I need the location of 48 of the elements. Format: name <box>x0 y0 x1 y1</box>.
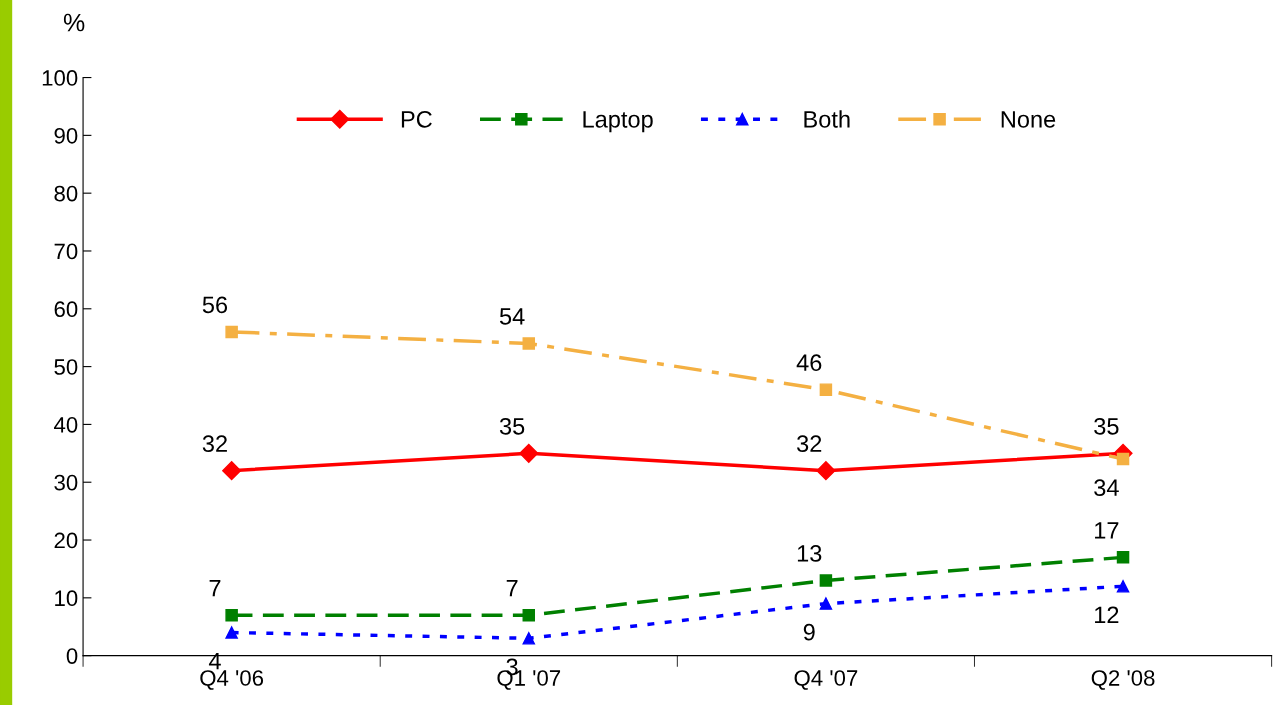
y-tick-label: 10 <box>55 590 78 607</box>
point <box>819 574 833 587</box>
point <box>1116 551 1130 564</box>
point <box>225 608 238 622</box>
data-label: 32 <box>202 435 227 452</box>
data-label: 56 <box>202 296 228 314</box>
point <box>1116 452 1130 466</box>
point <box>222 461 242 481</box>
point <box>522 337 536 350</box>
data-label: 9 <box>803 623 815 641</box>
data-label: 54 <box>499 308 525 325</box>
x-tick-label: Q2 '08 <box>1091 670 1155 690</box>
point <box>519 443 539 463</box>
data-label: 35 <box>499 417 525 435</box>
data-label: 46 <box>796 354 822 372</box>
y-tick-label: 40 <box>54 416 78 433</box>
data-label: 7 <box>506 580 518 597</box>
y-tick-label: 80 <box>54 185 78 202</box>
data-label: 12 <box>1095 606 1119 623</box>
x-tick-label: Q4 '07 <box>794 670 858 690</box>
point <box>819 597 833 610</box>
point <box>522 608 536 622</box>
data-label: 34 <box>1094 479 1119 496</box>
y-tick-label: 100 <box>42 70 78 86</box>
legend-label: Laptop <box>583 111 653 133</box>
point <box>1116 580 1130 593</box>
data-label: 35 <box>1094 417 1119 435</box>
y-tick-label: 70 <box>54 243 78 260</box>
y-tick-label: 0 <box>66 648 78 664</box>
point <box>816 461 836 481</box>
y-axis-title: % <box>63 13 85 32</box>
data-label: 7 <box>209 580 221 597</box>
point <box>225 325 238 339</box>
y-tick-label: 30 <box>54 474 78 491</box>
y-tick-label: 90 <box>54 127 78 144</box>
legend-label: None <box>1001 111 1056 128</box>
x-tick-label: Q4 '06 <box>200 670 264 690</box>
data-label: 17 <box>1095 522 1119 539</box>
point <box>819 383 833 396</box>
y-tick-label: 20 <box>54 532 78 549</box>
legend-label: Both <box>804 110 850 128</box>
data-label: 32 <box>797 435 822 452</box>
legend-label: PC <box>401 110 432 128</box>
data-label: 13 <box>797 545 822 562</box>
y-tick-label: 50 <box>54 359 78 375</box>
y-tick-label: 60 <box>54 301 78 318</box>
point <box>522 632 536 645</box>
point <box>225 626 238 639</box>
